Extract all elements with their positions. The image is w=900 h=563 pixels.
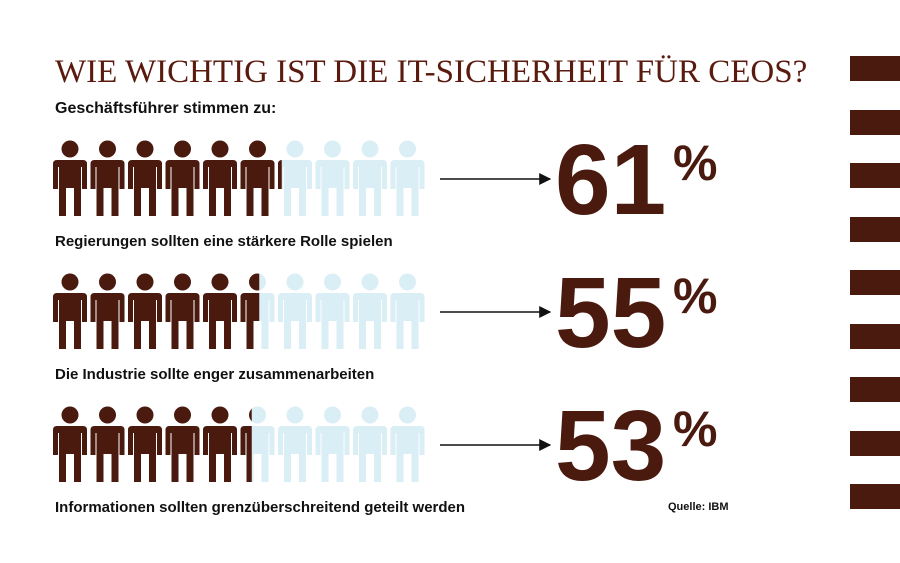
person-icon xyxy=(203,140,237,216)
person-icon xyxy=(390,140,425,216)
person-icon xyxy=(90,273,125,349)
person-icon xyxy=(53,273,87,349)
decor-stripes xyxy=(850,56,900,509)
person-icon xyxy=(165,140,200,216)
unit-label: % xyxy=(673,401,717,457)
person-icon xyxy=(315,140,350,216)
unit-label: % xyxy=(673,268,717,324)
category-label: Informationen sollten grenzüberschreiten… xyxy=(55,499,465,516)
person-icon xyxy=(128,406,162,482)
person-icon xyxy=(90,140,125,216)
person-icon xyxy=(128,140,162,216)
value-label: 53 xyxy=(555,390,666,502)
source: Quelle: IBM xyxy=(668,501,729,513)
person-icon xyxy=(203,406,237,482)
person-icon xyxy=(315,406,350,482)
person-icon xyxy=(90,406,125,482)
value-label: 61 xyxy=(555,124,666,236)
person-icon xyxy=(165,273,200,349)
subtitle: Geschäftsführer stimmen zu: xyxy=(55,100,276,117)
person-icon xyxy=(315,273,350,349)
category-label: Die Industrie sollte enger zusammenarbei… xyxy=(55,366,374,383)
unit-label: % xyxy=(673,135,717,191)
category-label: Regierungen sollten eine stärkere Rolle … xyxy=(55,233,393,250)
person-icon xyxy=(278,140,312,216)
chart-title: WIE WICHTIG IST DIE IT-SICHERHEIT FÜR CE… xyxy=(55,54,807,90)
person-icon xyxy=(53,406,87,482)
person-icon xyxy=(353,140,387,216)
person-icon xyxy=(240,273,260,349)
person-icon xyxy=(390,273,425,349)
person-icon xyxy=(278,406,312,482)
person-icon xyxy=(278,273,312,349)
person-icon xyxy=(240,406,275,482)
person-icon xyxy=(203,273,237,349)
person-icon xyxy=(165,406,200,482)
person-icon xyxy=(353,273,387,349)
person-icon xyxy=(53,140,87,216)
person-icon xyxy=(353,406,387,482)
person-icon xyxy=(128,273,162,349)
person-icon xyxy=(240,140,275,216)
value-label: 55 xyxy=(555,257,666,369)
person-icon xyxy=(390,406,425,482)
